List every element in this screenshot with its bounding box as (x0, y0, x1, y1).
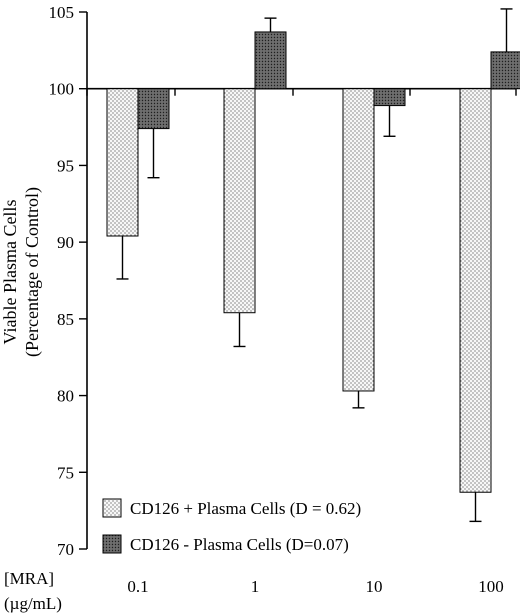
bar-cd126-negative (254, 31, 287, 90)
bar-cd126-positive (106, 88, 139, 237)
bar-cd126-negative (137, 88, 170, 130)
y-tick-label: 70 (57, 540, 74, 559)
x-axis-title-line-2: (µg/mL) (4, 594, 62, 613)
y-tick-label: 75 (57, 463, 74, 482)
legend: CD126 + Plasma Cells (D = 0.62) CD126 - … (102, 498, 361, 554)
y-axis-title: Viable Plasma Cells (Percentage of Contr… (0, 187, 43, 357)
legend-label-cd126-negative: CD126 - Plasma Cells (D=0.07) (130, 535, 349, 554)
y-tick-label: 80 (57, 387, 74, 406)
category-label: 10 (366, 577, 383, 596)
y-tick-label: 95 (57, 156, 74, 175)
category-label: 1 (251, 577, 260, 596)
y-axis-title-line-1: Viable Plasma Cells (0, 200, 20, 345)
category-label: 100 (478, 577, 504, 596)
bar-cd126-negative (490, 51, 520, 90)
bar-cd126-positive (223, 88, 256, 314)
bar-cd126-positive (342, 88, 375, 392)
legend-swatch-cd126-negative (102, 534, 122, 554)
category-label: 0.1 (127, 577, 148, 596)
legend-swatch-cd126-positive (102, 498, 122, 518)
y-tick-label: 85 (57, 310, 74, 329)
bars (106, 31, 520, 493)
y-axis-title-line-2: (Percentage of Control) (22, 187, 43, 357)
category-labels: 0.1 1 10 100 (127, 577, 503, 596)
bar-cd126-negative (373, 88, 406, 107)
legend-label-cd126-positive: CD126 + Plasma Cells (D = 0.62) (130, 499, 361, 518)
y-tick-label: 90 (57, 233, 74, 252)
x-axis-title-line-1: [MRA] (4, 569, 54, 588)
error-bars (116, 8, 513, 523)
y-tick-label: 100 (49, 80, 75, 99)
y-ticks: 70 75 80 85 90 95 100 105 (49, 3, 87, 559)
bar-cd126-positive (459, 88, 492, 493)
x-axis-title: [MRA] (µg/mL) (4, 569, 62, 613)
y-tick-label: 105 (49, 3, 75, 22)
